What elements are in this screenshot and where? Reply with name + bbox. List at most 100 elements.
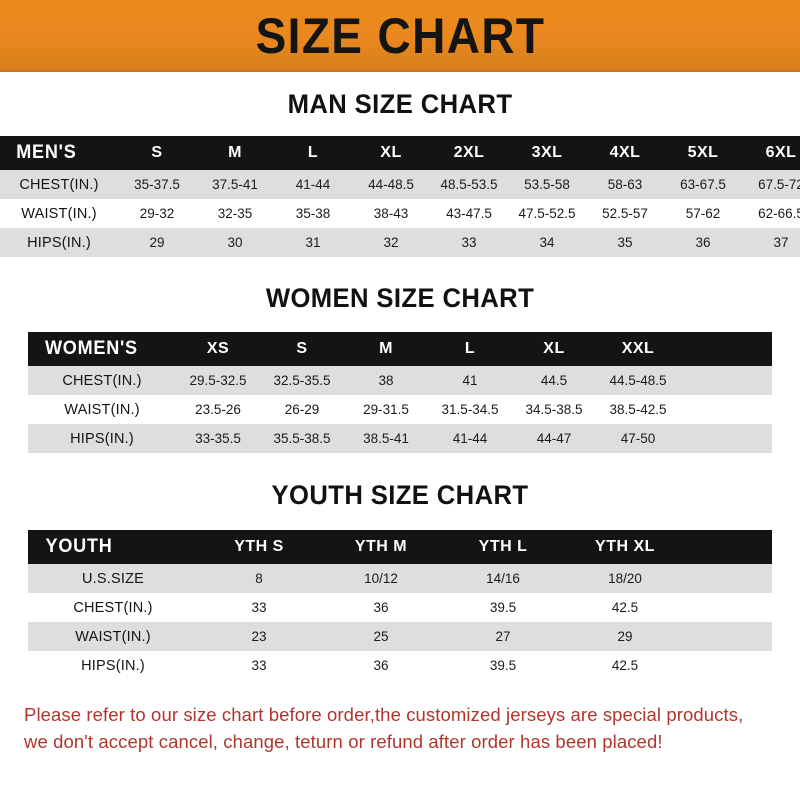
table-cell: 29 <box>149 235 165 250</box>
table-cell: 32 <box>383 235 399 250</box>
section-women: WOMEN SIZE CHART WOMEN'S XS S M L XL XXL… <box>0 283 800 453</box>
row-label: HIPS(IN.) <box>27 234 91 251</box>
section-title-man: MAN SIZE CHART <box>287 89 513 119</box>
page-banner: SIZE CHART <box>0 0 800 72</box>
table-cell: 67.5-72 <box>758 177 800 192</box>
column-header-size: 2XL <box>453 144 485 161</box>
table-row: HIPS(IN.) 33 36 39.5 42.5 <box>28 651 772 680</box>
table-row: WAIST(IN.) 23 25 27 29 <box>28 622 772 651</box>
table-cell: 29.5-32.5 <box>189 373 247 388</box>
column-header-size: 3XL <box>531 144 563 161</box>
table-cell: 23.5-26 <box>195 402 241 417</box>
column-header-size: M <box>228 144 242 161</box>
table-cell: 23 <box>251 629 267 644</box>
table-cell: 38 <box>378 373 394 388</box>
column-header-spacer <box>680 332 772 366</box>
column-header-size: XL <box>543 340 565 357</box>
table-cell-spacer <box>680 395 772 424</box>
table-cell: 39.5 <box>489 658 517 673</box>
row-label: WAIST(IN.) <box>64 401 140 418</box>
table-cell: 31 <box>305 235 321 250</box>
table-cell: 32.5-35.5 <box>273 373 331 388</box>
table-cell: 44.5 <box>540 373 568 388</box>
column-header-youth-label: YOUTH <box>45 536 113 557</box>
column-header-size: 5XL <box>687 144 719 161</box>
table-cell: 31.5-34.5 <box>441 402 499 417</box>
table-cell: 36 <box>373 658 389 673</box>
table-cell: 52.5-57 <box>602 206 648 221</box>
table-cell: 29-31.5 <box>363 402 409 417</box>
table-row: WAIST(IN.) 23.5-26 26-29 29-31.5 31.5-34… <box>28 395 772 424</box>
table-cell: 33 <box>461 235 477 250</box>
table-header-row-men: MEN'S S M L XL 2XL 3XL 4XL 5XL 6XL <box>0 136 800 170</box>
table-cell: 35.5-38.5 <box>273 431 331 446</box>
table-cell: 37 <box>773 235 789 250</box>
table-cell: 47.5-52.5 <box>518 206 576 221</box>
table-cell: 41-44 <box>452 431 488 446</box>
table-cell: 14/16 <box>486 571 520 586</box>
table-cell: 38.5-42.5 <box>609 402 667 417</box>
table-cell: 35-38 <box>295 206 331 221</box>
section-man: MAN SIZE CHART MEN'S S M L XL 2XL 3XL 4X… <box>0 89 800 257</box>
table-cell: 35 <box>617 235 633 250</box>
column-header-size: YTH M <box>354 538 408 555</box>
table-cell-spacer <box>686 622 772 651</box>
column-header-size: YTH S <box>234 538 284 555</box>
table-row: HIPS(IN.) 33-35.5 35.5-38.5 38.5-41 41-4… <box>28 424 772 453</box>
column-header-size: S <box>296 340 308 357</box>
column-header-size: 6XL <box>765 144 797 161</box>
table-row: U.S.SIZE 8 10/12 14/16 18/20 <box>28 564 772 593</box>
table-cell: 38-43 <box>373 206 409 221</box>
table-cell: 41-44 <box>295 177 331 192</box>
table-cell: 44-47 <box>536 431 572 446</box>
column-header-size: S <box>151 144 163 161</box>
table-cell: 33 <box>251 658 267 673</box>
table-cell: 33-35.5 <box>195 431 241 446</box>
column-header-size: YTH L <box>478 538 528 555</box>
table-cell-spacer <box>686 593 772 622</box>
table-cell: 10/12 <box>364 571 398 586</box>
table-header-row-youth: YOUTH YTH S YTH M YTH L YTH XL <box>28 530 772 564</box>
table-cell: 58-63 <box>607 177 643 192</box>
table-cell-spacer <box>686 564 772 593</box>
table-row: CHEST(IN.) 33 36 39.5 42.5 <box>28 593 772 622</box>
column-header-size: M <box>379 340 393 357</box>
column-header-size: 4XL <box>609 144 641 161</box>
page-title: SIZE CHART <box>255 8 545 64</box>
section-title-youth: YOUTH SIZE CHART <box>271 480 529 510</box>
table-cell: 41 <box>462 373 478 388</box>
table-cell: 43-47.5 <box>446 206 492 221</box>
table-cell: 18/20 <box>608 571 642 586</box>
footer-disclaimer-line-2: we don't accept cancel, change, teturn o… <box>24 730 663 752</box>
row-label: U.S.SIZE <box>81 570 145 587</box>
table-cell-spacer <box>680 424 772 453</box>
table-cell: 33 <box>251 600 267 615</box>
table-cell: 53.5-58 <box>524 177 570 192</box>
table-row: HIPS(IN.) 29 30 31 32 33 34 35 36 37 <box>0 228 800 257</box>
table-cell: 36 <box>695 235 711 250</box>
table-cell-spacer <box>686 651 772 680</box>
column-header-womens-label: WOMEN'S <box>45 338 138 359</box>
table-youth-sizes: YOUTH YTH S YTH M YTH L YTH XL U.S.SIZE … <box>28 530 772 680</box>
column-header-size: L <box>464 340 476 357</box>
table-cell: 34 <box>539 235 555 250</box>
table-cell: 63-67.5 <box>680 177 726 192</box>
table-cell: 44-48.5 <box>368 177 414 192</box>
row-label: WAIST(IN.) <box>21 205 97 222</box>
table-cell: 35-37.5 <box>134 177 180 192</box>
column-header-size: L <box>307 144 319 161</box>
table-cell: 27 <box>495 629 511 644</box>
footer-disclaimer: Please refer to our size chart before or… <box>24 702 776 756</box>
table-cell: 47-50 <box>620 431 656 446</box>
table-cell: 26-29 <box>284 402 320 417</box>
column-header-size: XXL <box>621 340 655 357</box>
column-header-size: XL <box>380 144 402 161</box>
footer-disclaimer-line-1: Please refer to our size chart before or… <box>24 704 744 725</box>
table-cell: 38.5-41 <box>363 431 409 446</box>
table-cell: 37.5-41 <box>212 177 258 192</box>
table-row: CHEST(IN.) 29.5-32.5 32.5-35.5 38 41 44.… <box>28 366 772 395</box>
column-header-spacer <box>686 530 772 564</box>
table-cell: 25 <box>373 629 389 644</box>
table-cell: 44.5-48.5 <box>609 373 667 388</box>
row-label: WAIST(IN.) <box>75 628 151 645</box>
